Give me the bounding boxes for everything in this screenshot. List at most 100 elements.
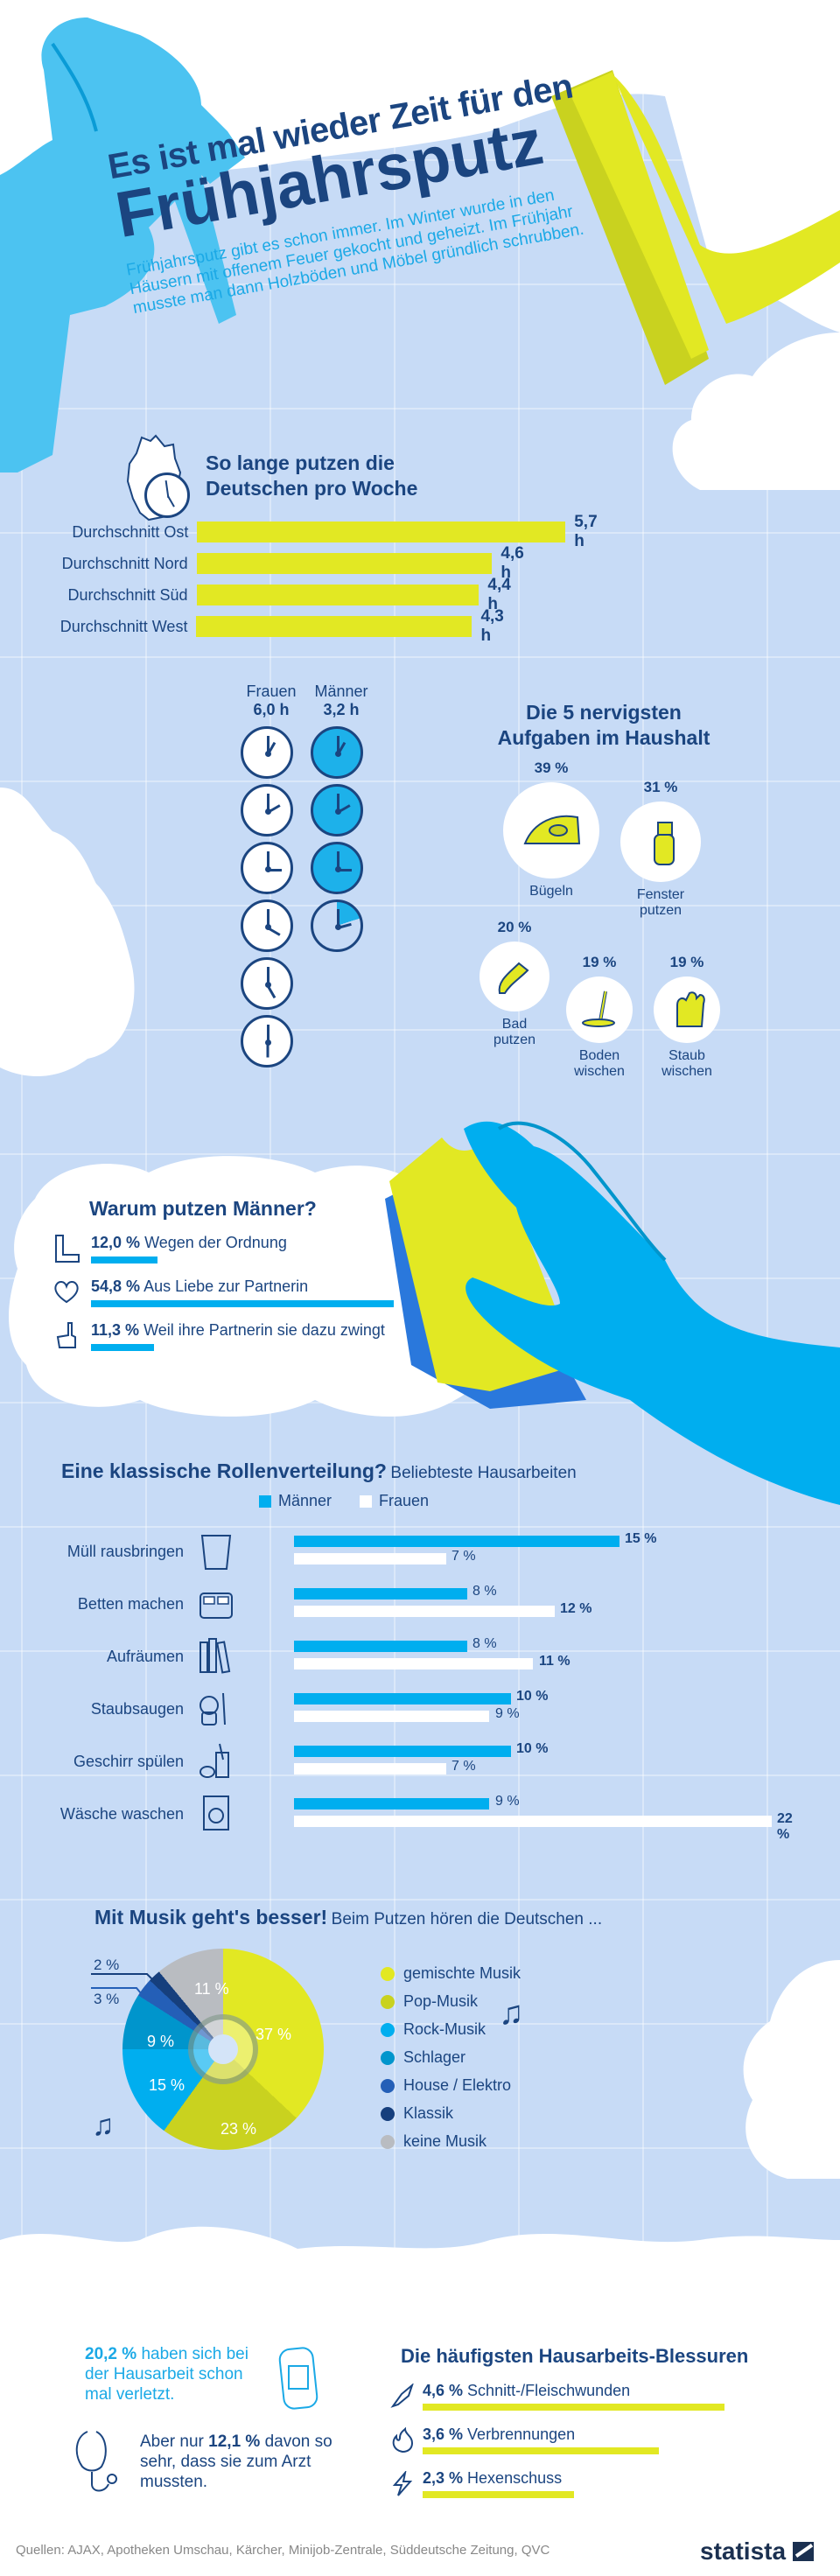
clock-icon <box>241 900 293 952</box>
roles-title: Eine klassische Rollenverteilung? Belieb… <box>61 1460 577 1482</box>
bar-men <box>294 1746 511 1757</box>
reason-bar <box>91 1256 158 1264</box>
doctor-stat: Aber nur 12,1 % davon so sehr, dass sie … <box>140 2432 332 2491</box>
roles-legend: Männer Frauen <box>259 1492 429 1510</box>
blessure-bar <box>423 2491 574 2498</box>
bar-women <box>294 1658 533 1670</box>
legend-item: keine Musik <box>381 2132 521 2151</box>
heart-icon <box>52 1278 80 1306</box>
bed-icon <box>197 1585 235 1623</box>
reason-item: 11,3 % Weil ihre Partnerin sie dazu zwin… <box>52 1321 385 1351</box>
clock-icon <box>241 784 293 836</box>
tasks-title: Die 5 nervigsten Aufgaben im Haushalt <box>497 701 710 749</box>
roles-bar-chart: Müll rausbringen 15 % 7 % Betten machen … <box>60 1531 793 1842</box>
sources: Quellen: AJAX, Apotheken Umschau, Kärche… <box>16 2543 550 2558</box>
bar-men <box>294 1536 620 1547</box>
blessure-item: 3,6 % Verbrennungen <box>389 2426 659 2454</box>
task-item-dust: 19 % Staub wischen <box>652 954 722 1081</box>
music-title: Mit Musik geht's besser! Beim Putzen hör… <box>94 1906 603 1928</box>
statista-mark-icon <box>793 2542 815 2561</box>
pie-ring <box>188 2014 258 2084</box>
music-note-icon: ♫ <box>92 2109 115 2142</box>
bar-row: Durchschnitt Süd 4,4 h <box>67 576 511 613</box>
weekly-title: So lange putzen die Deutschen pro Woche <box>206 452 418 500</box>
bar-women <box>294 1816 772 1827</box>
leader-lines <box>91 1973 160 1999</box>
ruler-icon <box>52 1234 80 1263</box>
legend-swatch-men <box>259 1494 271 1508</box>
bar-women <box>294 1553 446 1564</box>
washing-machine-icon <box>197 1795 235 1833</box>
bar-row: Durchschnitt Ost 5,7 h <box>72 513 598 550</box>
bar-men <box>294 1641 467 1652</box>
partial-clock-icon <box>311 900 363 952</box>
bandage-icon <box>278 2345 320 2416</box>
statista-logo[interactable]: statista <box>700 2538 815 2566</box>
spray-bottle-icon <box>620 802 701 882</box>
bar-women <box>294 1763 446 1774</box>
legend-swatch-women <box>360 1494 373 1508</box>
reason-bar <box>91 1300 394 1307</box>
legend-item: Pop-Musik <box>381 1992 521 2011</box>
dish-rack-icon <box>197 1742 235 1781</box>
stethoscope-icon <box>70 2428 122 2502</box>
clock-icon <box>144 472 190 518</box>
bar <box>196 553 493 574</box>
iron-icon <box>503 782 599 878</box>
bar-row: Durchschnitt Nord 4,6 h <box>61 544 524 582</box>
music-legend: gemischte Musik Pop-Musik Rock-Musik Sch… <box>381 1964 521 2160</box>
reason-item: 12,0 % Wegen der Ordnung <box>52 1234 287 1264</box>
flame-icon <box>389 2426 416 2459</box>
bar <box>196 584 480 606</box>
bar-women <box>294 1606 555 1617</box>
task-item-windows: 31 % Fenster putzen <box>617 779 704 920</box>
clock-icon <box>311 842 363 894</box>
books-icon <box>197 1637 235 1676</box>
vacuum-cleaner-icon <box>197 1690 235 1728</box>
men-column: Männer 3,2 h <box>311 682 372 957</box>
task-item-bath: 20 % Bad putzen <box>480 919 550 1049</box>
label-klassik: 2 % <box>94 1956 120 1973</box>
shower-head-icon <box>480 942 550 1012</box>
mop-icon <box>566 976 633 1043</box>
bar-women <box>294 1711 489 1722</box>
bar <box>197 522 566 542</box>
legend-item: Schlager <box>381 2048 521 2067</box>
clock-icon <box>241 726 293 779</box>
blessure-item: 4,6 % Schnitt-/Fleischwunden <box>389 2382 724 2411</box>
task-item-floor: 19 % Boden wischen <box>564 954 634 1081</box>
bar-men <box>294 1693 511 1704</box>
why-men-title: Warum putzen Männer? <box>89 1197 317 1220</box>
music-note-icon: ♫ <box>499 1995 524 2032</box>
blessure-item: 2,3 % Hexenschuss <box>389 2469 574 2498</box>
clock-icon <box>311 784 363 836</box>
legend-item: Klassik <box>381 2104 521 2123</box>
bar-men <box>294 1798 489 1810</box>
pointing-hand-icon <box>52 1321 80 1349</box>
trash-bin-icon <box>197 1532 235 1571</box>
blessure-bar <box>423 2404 724 2411</box>
reason-item: 54,8 % Aus Liebe zur Partnerin <box>52 1278 394 1307</box>
pie-center <box>208 2034 238 2064</box>
clock-icon <box>311 726 363 779</box>
lightning-icon <box>389 2469 416 2502</box>
legend-item: Rock-Musik <box>381 2020 521 2039</box>
legend-item: House / Elektro <box>381 2076 521 2095</box>
clock-icon <box>241 842 293 894</box>
clock-icon <box>241 1015 293 1068</box>
injury-stat: 20,2 % haben sich bei der Hausarbeit sch… <box>85 2345 248 2404</box>
bar <box>196 616 472 637</box>
reason-bar <box>91 1344 154 1351</box>
bar-row: Durchschnitt West 4,3 h <box>60 607 504 645</box>
legend-item: gemischte Musik <box>381 1964 521 1983</box>
dusting-glove-icon <box>654 976 720 1043</box>
blessure-bar <box>423 2447 659 2454</box>
clock-icon <box>241 957 293 1010</box>
task-item-iron: 39 % Bügeln <box>499 760 604 900</box>
women-column: Frauen 6,0 h <box>241 682 302 1073</box>
blessuren-title: Die häufigsten Hausarbeits-Blessuren <box>401 2345 749 2367</box>
label-house: 3 % <box>94 1991 120 2007</box>
knife-icon <box>389 2382 416 2415</box>
bar-men <box>294 1588 467 1600</box>
